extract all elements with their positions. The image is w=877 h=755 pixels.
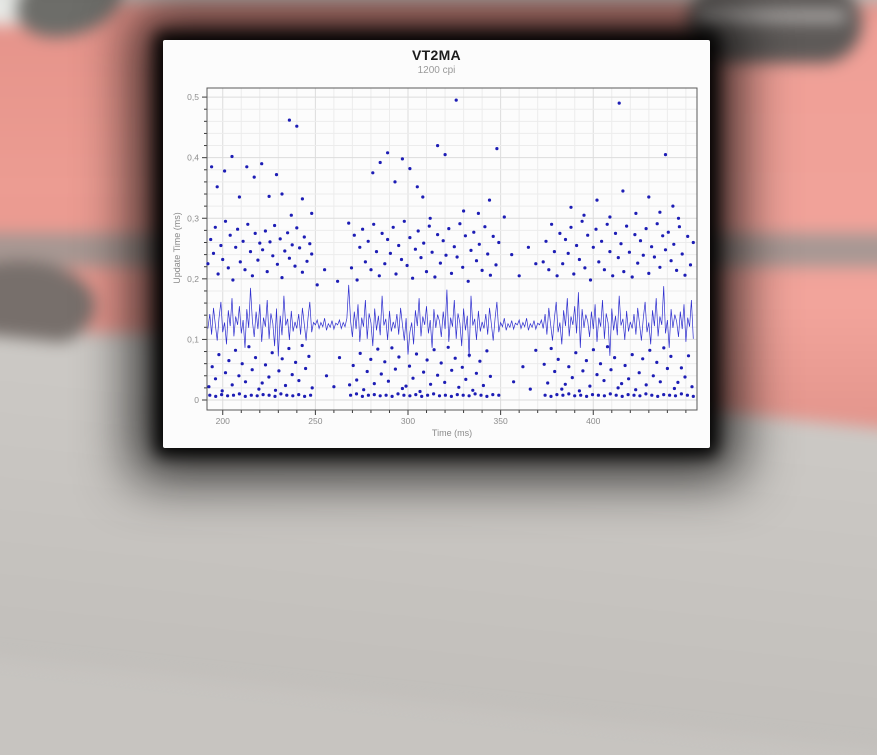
- svg-text:0,1: 0,1: [187, 334, 199, 344]
- svg-text:0,4: 0,4: [187, 153, 199, 163]
- svg-text:0,3: 0,3: [187, 213, 199, 223]
- car-door-handle-shine: [697, 11, 847, 21]
- svg-text:0: 0: [194, 395, 199, 405]
- x-axis-label: Time (ms): [431, 428, 473, 438]
- svg-text:350: 350: [494, 416, 508, 426]
- chart-title: VT2MA: [412, 47, 461, 63]
- svg-text:250: 250: [308, 416, 322, 426]
- svg-text:0,2: 0,2: [187, 274, 199, 284]
- svg-text:300: 300: [401, 416, 415, 426]
- car-body-right-blur: [702, 15, 877, 435]
- svg-text:400: 400: [586, 416, 600, 426]
- chart-card: VT2MA 1200 cpi Update Time (ms) Time (ms…: [163, 40, 710, 448]
- svg-text:200: 200: [216, 416, 230, 426]
- chart-subtitle: 1200 cpi: [417, 65, 456, 76]
- chart-plot-area: 200 250 300 350 400 0 0,1 0,2 0,3 0,4 0,5: [187, 87, 698, 426]
- car-door-handle-blur: [687, 0, 862, 63]
- svg-text:0,5: 0,5: [187, 92, 199, 102]
